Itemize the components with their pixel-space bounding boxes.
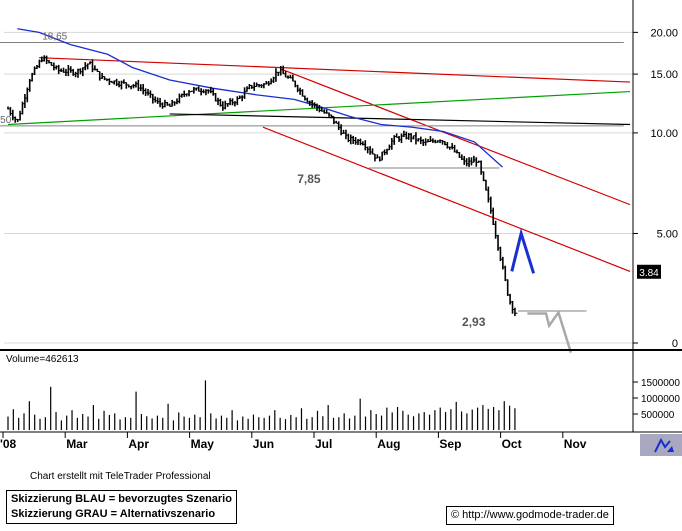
time-tick-label: Mar (66, 437, 88, 451)
volume-bars (7, 380, 516, 430)
volume-label: Volume=462613 (6, 354, 79, 365)
time-tick-label: Jun (253, 437, 274, 451)
trendline (262, 126, 631, 272)
time-axis: '08 Mar Apr May Jun Jul Aug Sep Oct Nov (0, 432, 587, 451)
price-axis: 20.00 15.00 10.00 5.00 0 (633, 27, 678, 350)
logo-icon (640, 434, 682, 456)
price-tick-label: 10.00 (650, 128, 678, 140)
price-tick-label: 5.00 (657, 228, 678, 240)
time-tick-label: May (191, 437, 215, 451)
trendline (39, 57, 631, 83)
volume-tick-label: 1500000 (641, 378, 680, 389)
time-tick-label: Oct (502, 437, 522, 451)
price-grid (4, 31, 633, 344)
current-price-label: 3.84 (639, 268, 659, 279)
price-annotations: 18,65 10,50 7,85 2,93 (0, 32, 486, 329)
support-resistance-lines (0, 42, 624, 312)
trendline (281, 68, 631, 206)
stock-chart: 18,6510,507,852,93 20.0015.0010.005.000 … (0, 0, 682, 456)
annotation-label: 7,85 (297, 172, 321, 186)
current-price-marker: 3.84 (637, 264, 661, 279)
time-tick-label: Jul (315, 437, 332, 451)
time-tick-label: Aug (377, 437, 400, 451)
scenario-sketches (510, 227, 573, 353)
scenario-legend: Skizzierung BLAU = bevorzugtes Szenario … (6, 490, 237, 524)
legend-grey-scenario: Skizzierung GRAU = Alternativszenario (11, 508, 216, 520)
price-tick-label: 20.00 (650, 27, 678, 39)
time-tick-label: Nov (564, 437, 587, 451)
price-tick-label: 0 (672, 338, 678, 350)
current-price-box (637, 264, 661, 279)
scenario-blau (510, 227, 536, 274)
price-panel (4, 0, 633, 350)
volume-tick-label: 500000 (641, 410, 675, 421)
chart-credit: Chart erstellt mit TeleTrader Profession… (30, 471, 211, 482)
annotation-label: 10,50 (0, 115, 12, 126)
moving-average-path (17, 28, 503, 168)
price-tick-label: 15.00 (650, 69, 678, 81)
annotation-label: 18,65 (42, 32, 67, 43)
legend-blue-scenario: Skizzierung BLAU = bevorzugtes Szenario (11, 493, 232, 505)
time-tick-label: Apr (128, 437, 149, 451)
volume-tick-label: 1000000 (641, 394, 680, 405)
price-bars (7, 55, 518, 317)
time-tick-label: '08 (0, 437, 17, 451)
volume-axis: 1500000 1000000 500000 (633, 378, 680, 421)
scenario-grau (527, 309, 573, 353)
copyright-link[interactable]: © http://www.godmode-trader.de (446, 506, 614, 525)
moving-average-line (17, 28, 503, 168)
trendline (169, 113, 631, 126)
time-tick-label: Sep (439, 437, 461, 451)
annotation-label: 2,93 (462, 315, 486, 329)
